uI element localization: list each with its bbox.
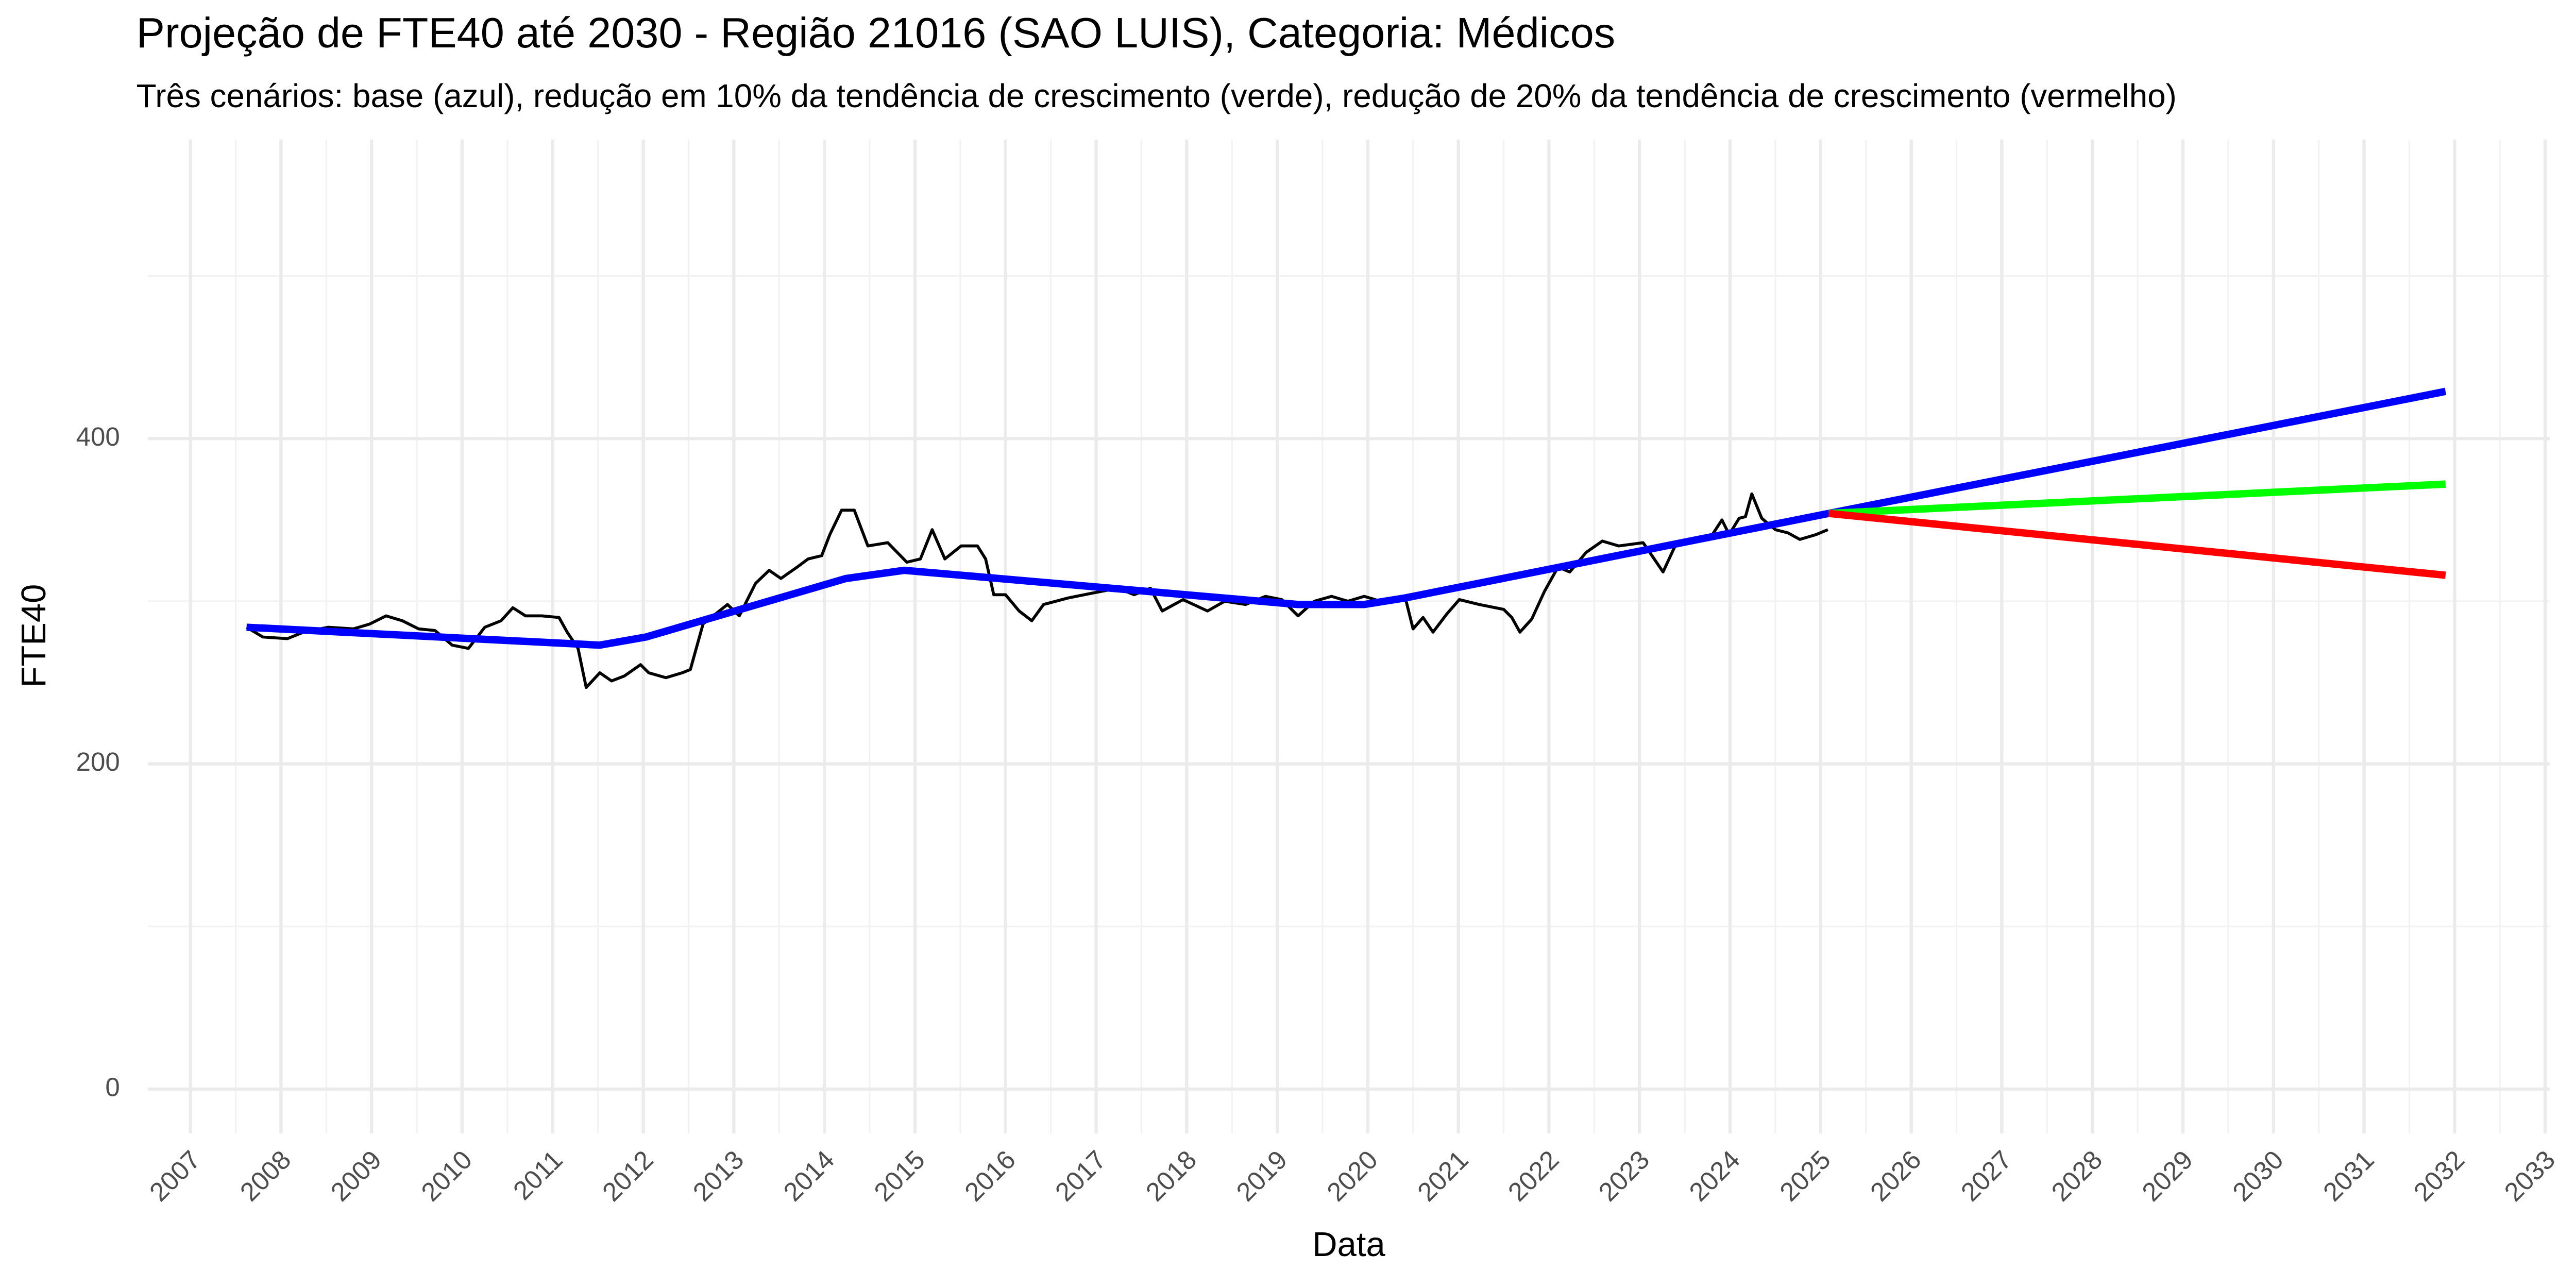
x-tick-label: 2030	[2227, 1145, 2289, 1207]
chart-title: Projeção de FTE40 até 2030 - Região 2101…	[137, 9, 1615, 57]
x-tick-label: 2029	[2137, 1145, 2199, 1207]
x-tick-label: 2032	[2408, 1145, 2470, 1207]
x-tick-label: 2026	[1865, 1145, 1927, 1207]
x-tick-label: 2025	[1774, 1145, 1836, 1207]
chart-subtitle: Três cenários: base (azul), redução em 1…	[137, 77, 2177, 114]
x-tick-label: 2021	[1412, 1145, 1474, 1207]
x-tick-label: 2015	[868, 1145, 930, 1207]
x-tick-label: 2019	[1231, 1145, 1293, 1207]
x-tick-label: 2007	[144, 1145, 206, 1207]
x-tick-label: 2010	[415, 1145, 478, 1207]
grid: 2007 2008 2009 2010 2011 2012 2013 2014 2015 2016…	[76, 140, 2561, 1207]
series-line	[246, 492, 1829, 689]
x-tick-label: 2031	[2317, 1145, 2380, 1207]
x-tick-label: 2018	[1140, 1145, 1202, 1207]
plot-area	[246, 387, 2447, 689]
x-tick-label: 2024	[1684, 1145, 1746, 1207]
x-tick-label: 2011	[507, 1145, 568, 1206]
series-line	[1828, 480, 2446, 517]
x-tick-label: 2028	[2046, 1145, 2108, 1207]
x-tick-label: 2017	[1049, 1145, 1112, 1207]
y-tick-label: 400	[76, 422, 120, 451]
x-axis-title: Data	[1312, 1225, 1385, 1264]
x-tick-label: 2033	[2499, 1145, 2561, 1207]
x-tick-label: 2014	[778, 1145, 840, 1207]
x-tick-label: 2012	[597, 1145, 659, 1207]
series-line	[246, 387, 2447, 649]
series-line	[1828, 510, 2446, 579]
x-tick-label: 2009	[325, 1145, 387, 1207]
x-tick-label: 2023	[1593, 1145, 1655, 1207]
y-tick-label: 200	[76, 747, 120, 776]
x-tick-label: 2008	[234, 1145, 297, 1207]
x-tick-label: 2027	[1955, 1145, 2018, 1207]
y-tick-label: 0	[105, 1073, 120, 1102]
x-tick-label: 2020	[1321, 1145, 1383, 1207]
x-tick-label: 2013	[687, 1145, 750, 1207]
x-tick-label: 2016	[959, 1145, 1021, 1207]
y-axis-title: FTE40	[14, 584, 53, 688]
x-tick-label: 2022	[1502, 1145, 1565, 1207]
